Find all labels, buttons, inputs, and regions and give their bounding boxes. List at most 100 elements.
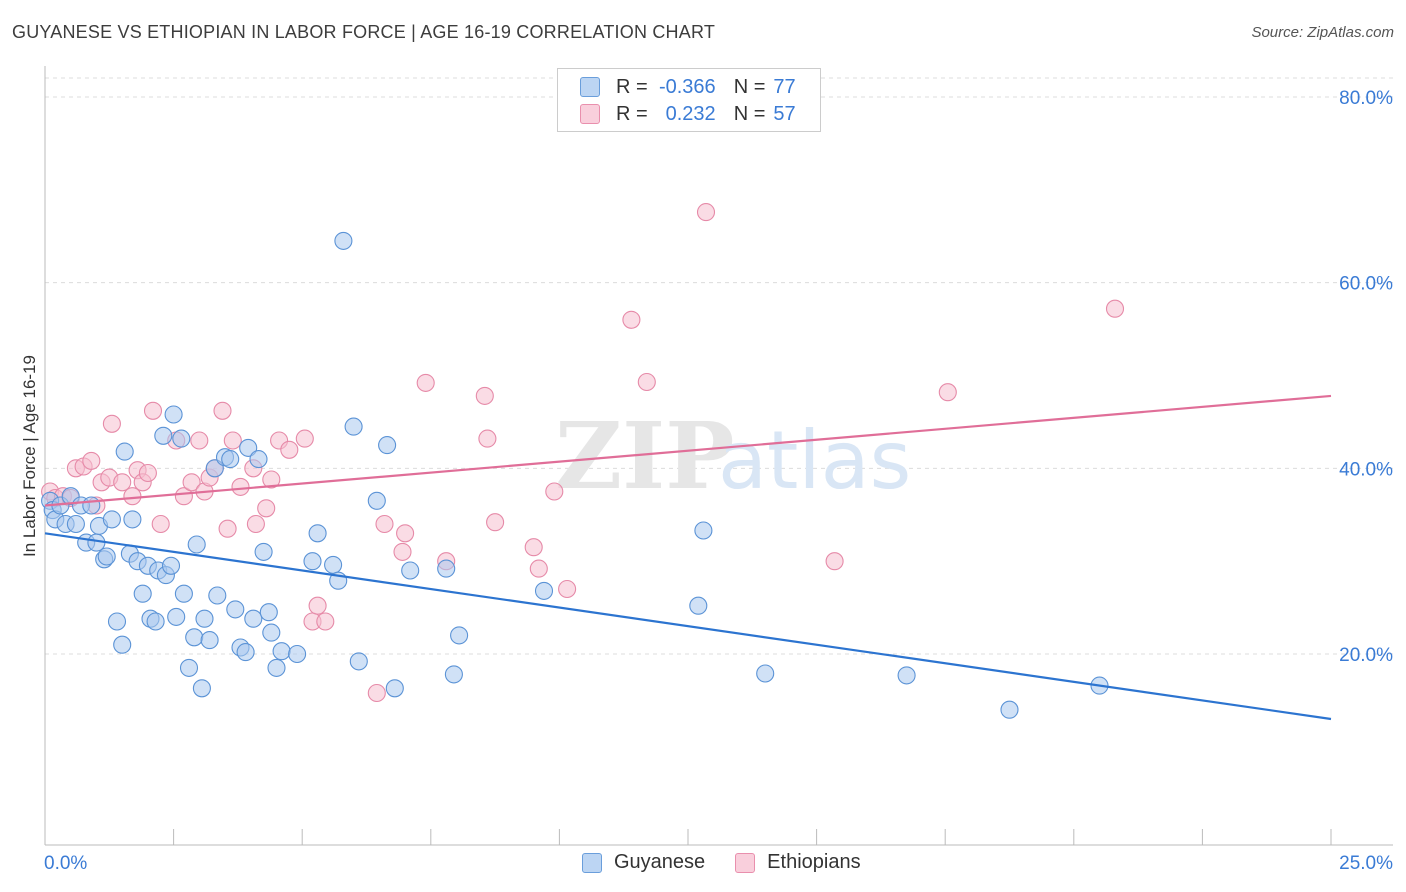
ethiopian-point [375, 514, 394, 534]
guyanese-points [41, 231, 1109, 719]
guyanese-point [367, 491, 386, 510]
guyanese-point [267, 658, 286, 677]
guyanese-point [154, 426, 173, 445]
legend-item-guyanese: Guyanese [582, 851, 705, 874]
guyanese-point [179, 658, 199, 677]
guyanese-point [187, 535, 206, 554]
guyanese-point [221, 450, 240, 469]
ethiopian-point [696, 203, 716, 222]
ethiopian-point [558, 579, 577, 599]
series-legend: Guyanese Ethiopians [582, 851, 891, 874]
ethiopian-point [637, 372, 656, 392]
guyanese-point [308, 524, 327, 543]
guyanese-point [164, 405, 183, 424]
guyanese-point [107, 612, 127, 631]
guyanese-point [378, 436, 397, 455]
ethiopian-point [295, 429, 314, 448]
guyanese-point [113, 635, 132, 654]
ethiopian-point [1105, 299, 1125, 318]
guyanese-point [102, 510, 121, 529]
ethiopian-point [524, 538, 543, 557]
axes [44, 66, 1393, 846]
guyanese-point [689, 596, 708, 615]
ethiopian-point [102, 414, 121, 433]
guyanese-point [123, 510, 142, 529]
ethiopian-point [246, 514, 265, 534]
legend-label: Guyanese [614, 851, 706, 873]
n-value: 77 [773, 75, 796, 98]
y-tick-label: 40.0% [1339, 459, 1393, 480]
guyanese-point [249, 450, 268, 469]
watermark-zip: ZIP [555, 402, 734, 510]
r-label: R = [616, 75, 648, 98]
ethiopian-point [622, 310, 641, 329]
ethiopian-point [308, 596, 327, 615]
ethiopian-point [529, 559, 548, 578]
ethiopian-point [825, 552, 844, 571]
guyanese-point [239, 438, 258, 457]
ethiopian-point [231, 477, 250, 496]
ethiopian-point [190, 431, 209, 450]
ethiopian-point [182, 473, 201, 492]
guyanese-point [272, 642, 291, 661]
guyanese-point [334, 231, 353, 250]
ethiopian-trend-line [44, 394, 1332, 507]
guyanese-point [66, 514, 85, 534]
guyanese-point [97, 547, 116, 566]
guyanese-point [133, 584, 152, 603]
y-tick-label: 60.0% [1339, 274, 1393, 295]
ethiopian-point [257, 499, 276, 518]
watermark-atlas: atlas [718, 414, 911, 507]
ethiopian-point [545, 482, 564, 501]
trend-lines [44, 394, 1332, 721]
guyanese-point [82, 496, 101, 515]
guyanese-point [208, 586, 227, 605]
guyanese-point [146, 612, 165, 631]
guyanese-point [254, 542, 273, 561]
ethiopian-point [82, 451, 101, 470]
guyanese-point [236, 643, 255, 662]
y-tick-label: 80.0% [1339, 88, 1393, 109]
guyanese-point [200, 631, 219, 650]
guyanese-point [1000, 700, 1019, 719]
guyanese-point [324, 555, 343, 574]
n-label: N = [733, 102, 766, 125]
ethiopian-point [367, 683, 386, 703]
guyanese-point [167, 607, 186, 626]
guyanese-point [756, 664, 775, 683]
r-value: -0.366 [658, 75, 716, 98]
ethiopian-point [262, 470, 281, 489]
guyanese-point [226, 600, 245, 619]
guyanese-trend-line [44, 532, 1332, 721]
guyanese-point [244, 609, 263, 628]
chart-title: GUYANESE VS ETHIOPIAN IN LABOR FORCE | A… [12, 22, 716, 42]
guyanese-point [115, 442, 134, 461]
ethiopian-point [113, 473, 132, 492]
ethiopian-point [416, 373, 435, 392]
ethiopian-point [396, 524, 415, 543]
guyanese-point [192, 679, 211, 698]
ethiopian-swatch [580, 104, 600, 124]
y-axis-label: In Labor Force | Age 16-19 [20, 355, 39, 557]
ethiopian-point [138, 463, 157, 483]
ethiopian-point [223, 431, 242, 450]
guyanese-point [534, 581, 554, 600]
n-value: 57 [773, 102, 796, 125]
guyanese-point [174, 584, 193, 603]
y-tick-label: 20.0% [1339, 645, 1393, 666]
ethiopian-point [151, 514, 170, 534]
guyanese-point [303, 552, 322, 571]
r-label: R = [616, 102, 648, 125]
guyanese-point [344, 417, 363, 436]
guyanese-point [349, 652, 368, 671]
guyanese-point [444, 665, 463, 684]
guyanese-point [195, 609, 214, 628]
guyanese-point [288, 644, 307, 664]
guyanese-point [172, 429, 191, 448]
legend-row-ethiopians: R = 0.232 N = 57 [580, 103, 803, 125]
r-value: 0.232 [665, 102, 716, 125]
ethiopian-point [478, 429, 497, 448]
x-tick-label: 25.0% [1339, 853, 1393, 874]
guyanese-swatch [580, 77, 600, 97]
